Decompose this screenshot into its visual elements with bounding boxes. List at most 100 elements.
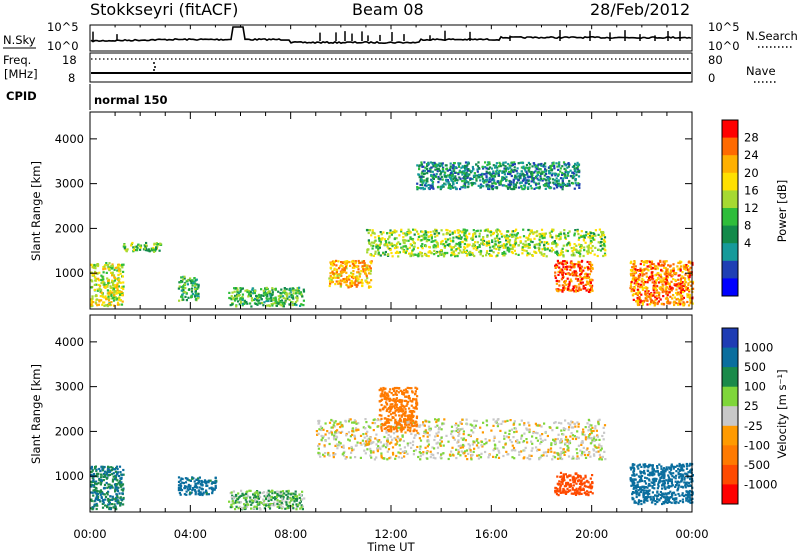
heatmap-cell <box>94 482 97 485</box>
heatmap-cell <box>90 303 93 306</box>
heatmap-cell <box>599 456 602 459</box>
heatmap-cell <box>413 242 416 245</box>
heatmap-cell <box>497 181 500 184</box>
heatmap-cell <box>551 458 554 461</box>
heatmap-cell <box>567 242 570 245</box>
heatmap-cell <box>639 269 642 272</box>
heatmap-cell <box>561 284 564 287</box>
heatmap-cell <box>111 281 114 284</box>
heatmap-cell <box>252 292 255 295</box>
heatmap-cell <box>130 243 133 246</box>
heatmap-cell <box>119 483 122 486</box>
heatmap-cell <box>253 505 256 508</box>
heatmap-cell <box>587 251 590 254</box>
heatmap-cell <box>539 179 542 182</box>
heatmap-cell <box>645 286 648 289</box>
heatmap-cell <box>684 279 687 282</box>
heatmap-cell <box>640 280 643 283</box>
heatmap-cell <box>341 430 344 433</box>
heatmap-cell <box>394 457 397 460</box>
heatmap-cell <box>574 425 577 428</box>
heatmap-cell <box>433 249 436 252</box>
heatmap-cell <box>351 430 354 433</box>
heatmap-cell <box>228 296 231 300</box>
heatmap-cell <box>370 451 373 454</box>
heatmap-cell <box>554 274 557 277</box>
heatmap-cell <box>240 494 243 497</box>
heatmap-cell <box>258 494 261 497</box>
heatmap-cell <box>93 276 97 279</box>
heatmap-cell <box>536 171 539 174</box>
heatmap-cell <box>562 260 565 263</box>
heatmap-cell <box>331 264 334 267</box>
heatmap-cell <box>661 283 664 286</box>
heatmap-cell <box>650 300 653 304</box>
heatmap-cell <box>328 280 332 283</box>
heatmap-cell <box>665 282 668 285</box>
heatmap-cell <box>452 177 455 180</box>
heatmap-cell <box>294 495 297 498</box>
heatmap-cell <box>480 238 483 241</box>
heatmap-cell <box>557 280 561 283</box>
heatmap-cell <box>535 424 538 427</box>
heatmap-cell <box>479 229 482 232</box>
heatmap-cell <box>372 244 375 247</box>
heatmap-cell <box>436 424 439 427</box>
heatmap-cell <box>281 499 284 502</box>
heatmap-cell <box>249 290 252 294</box>
heatmap-cell <box>345 271 348 274</box>
heatmap-cell <box>564 173 567 176</box>
heatmap-cell <box>90 483 93 486</box>
heatmap-cell <box>473 172 476 175</box>
heatmap-cell <box>194 284 197 287</box>
heatmap-cell <box>507 183 510 186</box>
nsearch-tick-top: 10^5 <box>708 20 740 34</box>
heatmap-cell <box>136 247 139 250</box>
heatmap-cell <box>190 491 193 494</box>
heatmap-cell <box>584 438 587 441</box>
heatmap-cell <box>455 422 458 425</box>
heatmap-cell <box>419 251 422 254</box>
heatmap-cell <box>331 280 334 283</box>
heatmap-cell <box>214 476 217 479</box>
heatmap-cell <box>114 476 117 479</box>
heatmap-cell <box>659 273 662 276</box>
heatmap-cell <box>247 503 250 506</box>
heatmap-cell <box>683 266 686 269</box>
heatmap-cell <box>568 289 571 292</box>
heatmap-cell <box>258 299 261 302</box>
heatmap-cell <box>512 436 515 439</box>
heatmap-cell <box>669 269 672 272</box>
heatmap-cell <box>427 187 431 190</box>
heatmap-cell <box>277 290 280 293</box>
heatmap-cell <box>494 447 497 450</box>
heatmap-cell <box>132 247 135 250</box>
heatmap-cell <box>98 479 101 482</box>
heatmap-cell <box>463 234 466 237</box>
heatmap-cell <box>92 494 95 497</box>
heatmap-cell <box>597 423 600 426</box>
heatmap-cell <box>368 281 371 284</box>
heatmap-cell <box>101 275 104 278</box>
heatmap-cell <box>526 254 529 257</box>
heatmap-cell <box>554 251 557 254</box>
heatmap-cell <box>102 475 105 478</box>
heatmap-cell <box>658 264 661 267</box>
heatmap-cell <box>518 441 521 444</box>
heatmap-cell <box>279 296 282 299</box>
heatmap-cell <box>636 301 639 304</box>
heatmap-cell <box>282 303 285 307</box>
heatmap-cell <box>681 271 684 274</box>
heatmap-cell <box>283 287 286 290</box>
heatmap-cell <box>119 471 122 474</box>
heatmap-cell <box>335 280 338 283</box>
heatmap-cell <box>689 280 692 283</box>
heatmap-cell <box>491 239 494 242</box>
heatmap-cell <box>116 486 119 489</box>
heatmap-cell <box>656 276 660 280</box>
heatmap-cell <box>366 282 369 285</box>
heatmap-cell <box>501 170 504 173</box>
heatmap-cell <box>632 275 635 278</box>
heatmap-cell <box>632 298 635 301</box>
